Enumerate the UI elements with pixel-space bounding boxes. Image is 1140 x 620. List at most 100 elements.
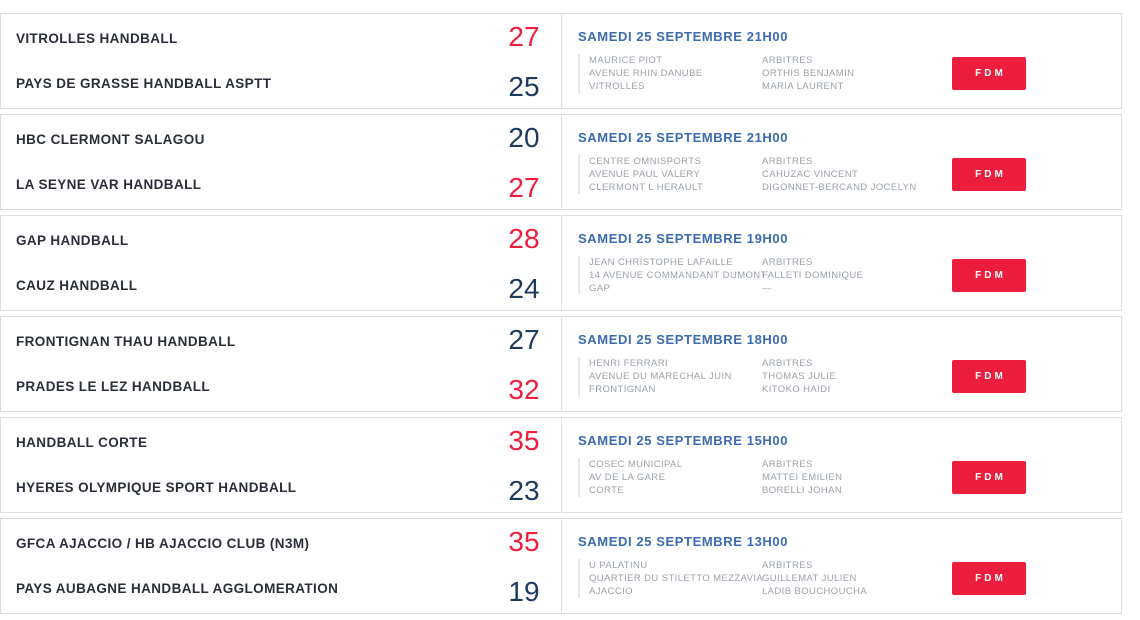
away-score: 24 xyxy=(508,273,540,304)
home-score: 20 xyxy=(508,122,540,153)
venue-city: AJACCIO xyxy=(589,586,633,597)
match-details: SAMEDI 25 SEPTEMBRE 18H00 HENRI FERRARI … xyxy=(561,317,1121,411)
away-score: 32 xyxy=(508,374,540,405)
venue-block: JEAN CHRISTOPHE LAFAILLE 14 AVENUE COMMA… xyxy=(578,256,767,295)
referee-name-1: GUILLEMAT JULIEN xyxy=(762,573,857,584)
referee-name-1: THOMAS JULIE xyxy=(762,371,836,382)
match-info-row: MAURICE PIOT AVENUE RHIN DANUBE VITROLLE… xyxy=(578,50,1105,97)
arbitres-label: ARBITRES xyxy=(762,257,813,268)
match-details: SAMEDI 25 SEPTEMBRE 21H00 MAURICE PIOT A… xyxy=(561,14,1121,108)
fdm-button[interactable]: FDM xyxy=(952,562,1026,595)
referees-block: ARBITRES MATTEI EMILIEN BORELLI JOHAN xyxy=(762,458,952,497)
referee-name-2: MARIA LAURENT xyxy=(762,81,844,92)
venue-address: AVENUE DU MARECHAL JUIN xyxy=(589,371,732,382)
referees-block: ARBITRES FALLETI DOMINIQUE — xyxy=(762,256,952,295)
venue-city: CORTE xyxy=(589,485,625,496)
home-score: 28 xyxy=(508,223,540,254)
venue-address: AVENUE PAUL VALERY xyxy=(589,169,701,180)
referee-name-1: MATTEI EMILIEN xyxy=(762,472,843,483)
match-row: VITROLLES HANDBALL PAYS DE GRASSE HANDBA… xyxy=(0,13,1122,109)
away-score: 25 xyxy=(508,71,540,102)
referees-block: ARBITRES THOMAS JULIE KITOKO HAIDI xyxy=(762,357,952,396)
home-team-name: GFCA AJACCIO / HB AJACCIO CLUB (N3M) xyxy=(16,536,310,551)
home-team-name: HANDBALL CORTE xyxy=(16,435,148,450)
arbitres-label: ARBITRES xyxy=(762,459,813,470)
arbitres-label: ARBITRES xyxy=(762,560,813,571)
venue-block: HENRI FERRARI AVENUE DU MARECHAL JUIN FR… xyxy=(578,357,762,396)
fdm-button[interactable]: FDM xyxy=(952,259,1026,292)
teams-column: GAP HANDBALL CAUZ HANDBALL xyxy=(1,216,487,310)
score-column: 20 27 xyxy=(487,115,561,209)
venue-city: VITROLLES xyxy=(589,81,645,92)
match-datetime: SAMEDI 25 SEPTEMBRE 13H00 xyxy=(578,534,789,549)
referees-block: ARBITRES CAHUZAC VINCENT DIGONNET-BERCAN… xyxy=(762,155,952,194)
match-datetime: SAMEDI 25 SEPTEMBRE 21H00 xyxy=(578,130,789,145)
referee-name-1: FALLETI DOMINIQUE xyxy=(762,270,864,281)
arbitres-label: ARBITRES xyxy=(762,156,813,167)
fdm-button[interactable]: FDM xyxy=(952,158,1026,191)
away-team-name: CAUZ HANDBALL xyxy=(16,278,138,293)
venue-address: QUARTIER DU STILETTO MEZZAVIA xyxy=(589,573,764,584)
referees-block: ARBITRES ORTHIS BENJAMIN MARIA LAURENT xyxy=(762,54,952,93)
home-team-name: VITROLLES HANDBALL xyxy=(16,31,178,46)
score-column: 27 32 xyxy=(487,317,561,411)
match-details: SAMEDI 25 SEPTEMBRE 21H00 CENTRE OMNISPO… xyxy=(561,115,1121,209)
match-row: HANDBALL CORTE HYERES OLYMPIQUE SPORT HA… xyxy=(0,417,1122,513)
venue-city: FRONTIGNAN xyxy=(589,384,656,395)
arbitres-label: ARBITRES xyxy=(762,55,813,66)
match-info-row: HENRI FERRARI AVENUE DU MARECHAL JUIN FR… xyxy=(578,353,1105,400)
venue-address: 14 AVENUE COMMANDANT DUMONT xyxy=(589,270,767,281)
match-info-row: CENTRE OMNISPORTS AVENUE PAUL VALERY CLE… xyxy=(578,151,1105,198)
match-datetime: SAMEDI 25 SEPTEMBRE 18H00 xyxy=(578,332,789,347)
venue-name: JEAN CHRISTOPHE LAFAILLE xyxy=(589,257,734,268)
match-info-row: JEAN CHRISTOPHE LAFAILLE 14 AVENUE COMMA… xyxy=(578,252,1105,299)
match-datetime: SAMEDI 25 SEPTEMBRE 15H00 xyxy=(578,433,789,448)
home-score: 35 xyxy=(508,526,540,557)
fdm-button[interactable]: FDM xyxy=(952,360,1026,393)
venue-block: COSEC MUNICIPAL AV DE LA GARE CORTE xyxy=(578,458,762,497)
venue-name: COSEC MUNICIPAL xyxy=(589,459,683,470)
match-row: FRONTIGNAN THAU HANDBALL PRADES LE LEZ H… xyxy=(0,316,1122,412)
referee-name-1: CAHUZAC VINCENT xyxy=(762,169,859,180)
match-details: SAMEDI 25 SEPTEMBRE 19H00 JEAN CHRISTOPH… xyxy=(561,216,1121,310)
match-datetime: SAMEDI 25 SEPTEMBRE 19H00 xyxy=(578,231,789,246)
match-info-row: U PALATINU QUARTIER DU STILETTO MEZZAVIA… xyxy=(578,555,1105,602)
referee-name-2: LADIB BOUCHOUCHA xyxy=(762,586,868,597)
teams-column: FRONTIGNAN THAU HANDBALL PRADES LE LEZ H… xyxy=(1,317,487,411)
venue-block: U PALATINU QUARTIER DU STILETTO MEZZAVIA… xyxy=(578,559,764,598)
venue-name: U PALATINU xyxy=(589,560,648,571)
referee-name-2: KITOKO HAIDI xyxy=(762,384,831,395)
referee-name-1: ORTHIS BENJAMIN xyxy=(762,68,855,79)
match-row: GFCA AJACCIO / HB AJACCIO CLUB (N3M) PAY… xyxy=(0,518,1122,614)
home-team-name: FRONTIGNAN THAU HANDBALL xyxy=(16,334,236,349)
fdm-button[interactable]: FDM xyxy=(952,461,1026,494)
match-info-row: COSEC MUNICIPAL AV DE LA GARE CORTE ARBI… xyxy=(578,454,1105,501)
away-score: 27 xyxy=(508,172,540,203)
venue-city: GAP xyxy=(589,283,611,294)
home-score: 27 xyxy=(508,324,540,355)
match-datetime: SAMEDI 25 SEPTEMBRE 21H00 xyxy=(578,29,789,44)
match-details: SAMEDI 25 SEPTEMBRE 13H00 U PALATINU QUA… xyxy=(561,519,1121,613)
venue-name: HENRI FERRARI xyxy=(589,358,669,369)
match-row: HBC CLERMONT SALAGOU LA SEYNE VAR HANDBA… xyxy=(0,114,1122,210)
match-details: SAMEDI 25 SEPTEMBRE 15H00 COSEC MUNICIPA… xyxy=(561,418,1121,512)
score-column: 28 24 xyxy=(487,216,561,310)
teams-column: GFCA AJACCIO / HB AJACCIO CLUB (N3M) PAY… xyxy=(1,519,487,613)
home-score: 27 xyxy=(508,21,540,52)
home-score: 35 xyxy=(508,425,540,456)
venue-name: CENTRE OMNISPORTS xyxy=(589,156,702,167)
venue-name: MAURICE PIOT xyxy=(589,55,663,66)
venue-address: AVENUE RHIN DANUBE xyxy=(589,68,703,79)
away-team-name: HYERES OLYMPIQUE SPORT HANDBALL xyxy=(16,480,297,495)
venue-block: CENTRE OMNISPORTS AVENUE PAUL VALERY CLE… xyxy=(578,155,762,194)
match-row: GAP HANDBALL CAUZ HANDBALL 28 24 SAMEDI … xyxy=(0,215,1122,311)
match-list: VITROLLES HANDBALL PAYS DE GRASSE HANDBA… xyxy=(0,13,1122,614)
referee-name-2: BORELLI JOHAN xyxy=(762,485,843,496)
away-team-name: LA SEYNE VAR HANDBALL xyxy=(16,177,202,192)
venue-address: AV DE LA GARE xyxy=(589,472,666,483)
fdm-button[interactable]: FDM xyxy=(952,57,1026,90)
teams-column: HBC CLERMONT SALAGOU LA SEYNE VAR HANDBA… xyxy=(1,115,487,209)
score-column: 35 19 xyxy=(487,519,561,613)
teams-column: HANDBALL CORTE HYERES OLYMPIQUE SPORT HA… xyxy=(1,418,487,512)
venue-city: CLERMONT L HERAULT xyxy=(589,182,704,193)
